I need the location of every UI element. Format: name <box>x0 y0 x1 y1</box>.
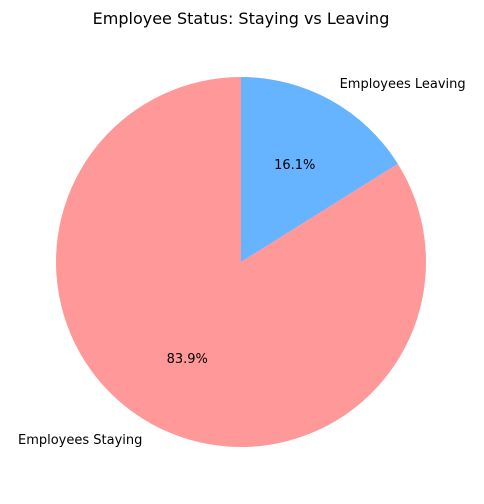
pie-slice-employees-leaving <box>241 77 398 262</box>
pie-category-label: Employees Leaving <box>340 77 466 92</box>
pie-slice-employees-staying <box>55 77 426 447</box>
pie-slices <box>55 77 426 447</box>
pie-category-label: Employees Staying <box>18 433 142 448</box>
pie-percent-label: 83.9% <box>167 352 208 367</box>
pie-labels: 16.1% Employees Leaving 83.9% Employees Sta… <box>18 77 466 448</box>
chart-title: Employee Status: Staying vs Leaving <box>93 9 390 28</box>
pie-percent-label: 16.1% <box>274 158 315 173</box>
